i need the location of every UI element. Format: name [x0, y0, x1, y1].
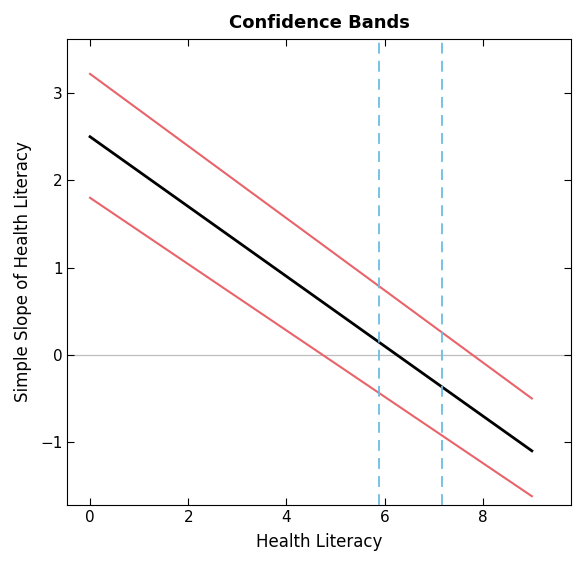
X-axis label: Health Literacy: Health Literacy	[256, 533, 383, 551]
Title: Confidence Bands: Confidence Bands	[229, 14, 410, 32]
Y-axis label: Simple Slope of Health Literacy: Simple Slope of Health Literacy	[14, 141, 32, 402]
